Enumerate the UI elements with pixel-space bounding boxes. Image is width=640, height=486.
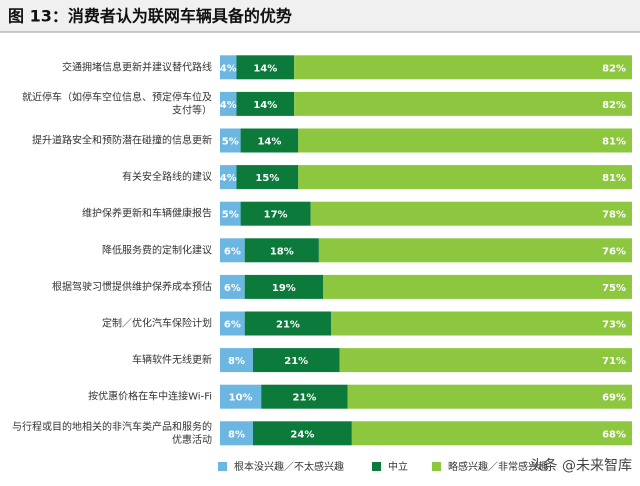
value-label: 21%: [284, 356, 308, 367]
value-label: 6%: [224, 283, 241, 294]
value-label: 19%: [272, 283, 296, 294]
value-label: 82%: [602, 63, 626, 74]
value-label: 76%: [602, 246, 626, 257]
category-label: 交通拥堵信息更新并建议替代路线: [62, 60, 212, 73]
bar-segment: [236, 91, 295, 116]
category-label: 按优惠价格在车中连接Wi-Fi: [88, 390, 212, 403]
bar-segment: [298, 128, 632, 153]
bar-segment: [220, 201, 241, 226]
value-label: 14%: [253, 63, 277, 74]
category-label: 车辆软件无线更新: [132, 353, 212, 366]
bar-segment: [220, 128, 241, 153]
value-label: 81%: [602, 137, 626, 148]
value-label: 5%: [222, 137, 239, 148]
bar-segment: [244, 238, 319, 263]
value-label: 14%: [253, 100, 277, 111]
bar-segment: [220, 165, 237, 190]
value-label: 4%: [220, 173, 237, 184]
watermark: 头条 @未来智库: [530, 457, 632, 474]
value-label: 18%: [270, 246, 294, 257]
value-label: 8%: [228, 356, 245, 367]
legend-label: 中立: [388, 460, 408, 473]
value-label: 71%: [602, 356, 626, 367]
bar-segment: [236, 55, 295, 80]
title-band: [0, 0, 640, 32]
value-label: 6%: [224, 320, 241, 331]
category-label: 就近停车（如停车空位信息、预定停车位及支付等）: [22, 90, 212, 116]
value-label: 73%: [602, 320, 626, 331]
bar-segment: [220, 238, 245, 263]
value-label: 21%: [292, 393, 316, 404]
legend-swatch: [432, 462, 441, 471]
bar-segment: [261, 384, 348, 409]
value-label: 21%: [276, 320, 300, 331]
category-label: 有关安全路线的建议: [122, 170, 212, 183]
bar-segment: [240, 128, 299, 153]
legend-swatch: [372, 462, 381, 471]
bar-segment: [331, 311, 632, 336]
bar-segment: [236, 165, 299, 190]
bar-segment: [323, 274, 632, 299]
bar-segment: [294, 55, 632, 80]
value-label: 68%: [602, 429, 626, 440]
value-label: 75%: [602, 283, 626, 294]
value-label: 8%: [228, 429, 245, 440]
bar-segment: [310, 201, 632, 226]
value-label: 15%: [255, 173, 279, 184]
bar-segment: [220, 274, 245, 299]
value-label: 6%: [224, 246, 241, 257]
chart-title: 图 13：消费者认为联网车辆具备的优势: [8, 7, 292, 26]
legend-label: 略感兴趣／非常感兴趣: [448, 460, 548, 473]
value-label: 78%: [602, 210, 626, 221]
bar-segment: [318, 238, 632, 263]
value-label: 82%: [602, 100, 626, 111]
bar-segment: [240, 201, 311, 226]
bar-segment: [347, 384, 632, 409]
bar-segment: [294, 91, 632, 116]
bar-segment: [220, 311, 245, 336]
bar-segment: [351, 421, 632, 446]
bar-segment: [220, 55, 237, 80]
bar-segment: [220, 348, 253, 373]
bar-segment: [244, 311, 332, 336]
category-label: 降低服务费的定制化建议: [102, 243, 212, 256]
category-label: 根据驾驶习惯提供维护保养成本预估: [52, 280, 212, 293]
category-label: 提升道路安全和预防潜在碰撞的信息更新: [32, 134, 212, 147]
bar-segment: [298, 165, 632, 190]
bar-segment: [220, 384, 262, 409]
bar-segment: [339, 348, 632, 373]
value-label: 17%: [264, 210, 288, 221]
value-label: 4%: [220, 100, 237, 111]
value-label: 81%: [602, 173, 626, 184]
value-label: 14%: [257, 137, 281, 148]
category-label: 维护保养更新和车辆健康报告: [82, 207, 212, 220]
value-label: 69%: [602, 393, 626, 404]
bar-segment: [220, 91, 237, 116]
legend-label: 根本没兴趣／不太感兴趣: [234, 460, 344, 473]
category-label: 定制／优化汽车保险计划: [102, 317, 212, 330]
category-label: 与行程或目的地相关的非汽车类产品和服务的优惠活动: [12, 420, 212, 446]
legend-swatch: [218, 462, 227, 471]
value-label: 10%: [229, 393, 253, 404]
value-label: 5%: [222, 210, 239, 221]
value-label: 24%: [290, 429, 314, 440]
value-label: 4%: [220, 63, 237, 74]
bar-segment: [252, 348, 340, 373]
bar-segment: [220, 421, 253, 446]
bar-segment: [252, 421, 352, 446]
bar-segment: [244, 274, 323, 299]
